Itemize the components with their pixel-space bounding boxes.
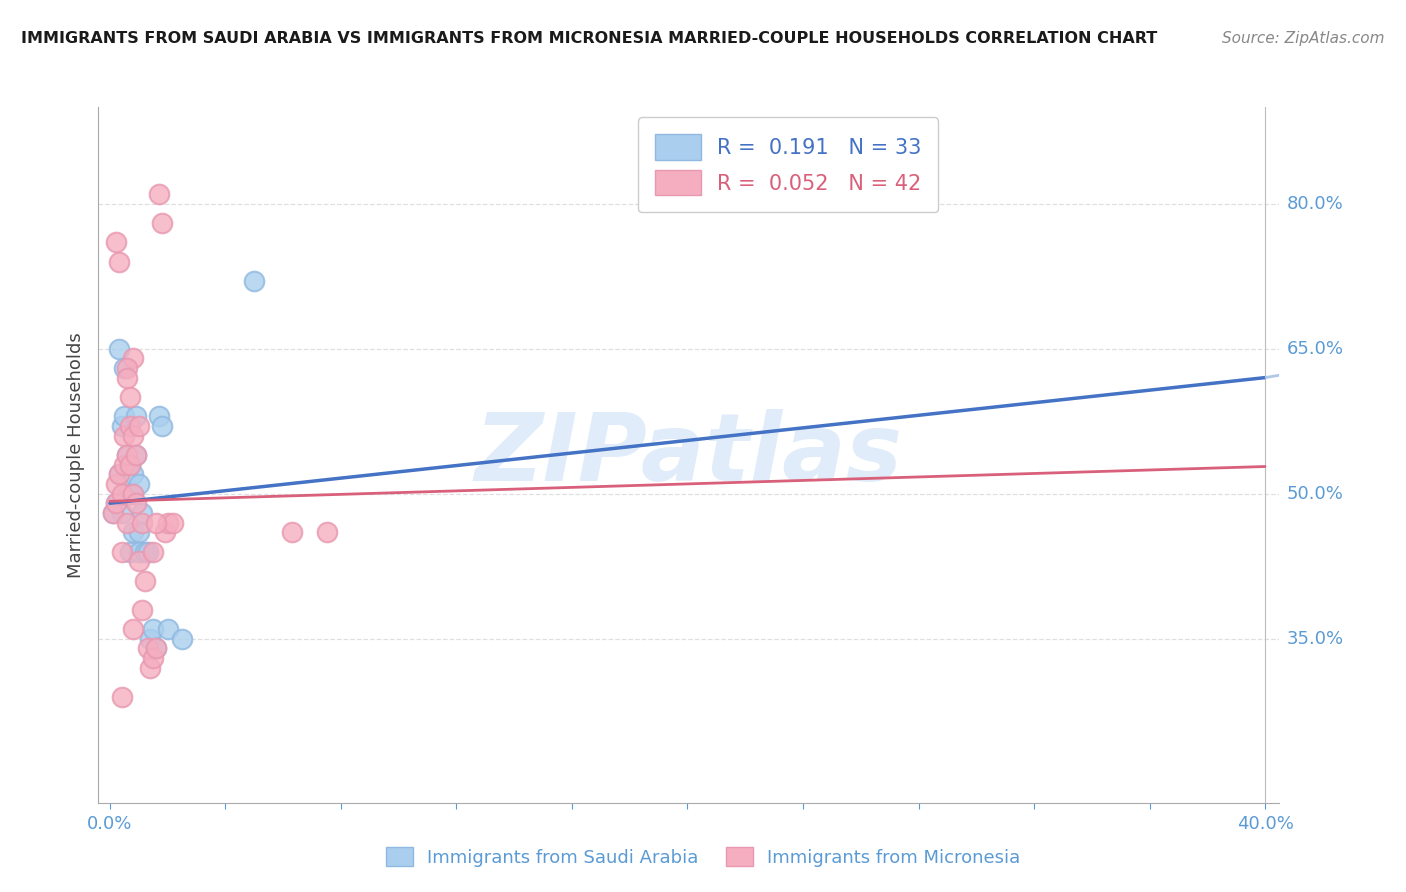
Point [128,824,150,838]
Point [104,476,127,491]
Point [142,651,165,665]
Point [107,467,129,482]
Text: ZIPatlas: ZIPatlas [475,409,903,501]
Point [128,525,150,540]
Point [128,476,150,491]
Point [122,525,145,540]
Point [101,506,124,520]
Point [125,448,148,462]
Point [120,419,142,434]
Point [128,419,150,434]
Point [104,496,127,510]
Point [156,622,179,636]
Point [122,486,145,500]
Point [122,351,145,366]
Point [122,486,145,500]
Point [122,428,145,442]
Point [134,544,156,558]
Point [110,690,132,704]
Point [117,448,139,462]
Point [117,516,139,530]
Point [131,602,153,616]
Point [125,496,148,510]
Point [150,216,173,230]
Point [162,516,184,530]
Point [142,622,165,636]
Point [125,409,148,424]
Text: 80.0%: 80.0% [1286,194,1343,212]
Text: Source: ZipAtlas.com: Source: ZipAtlas.com [1222,31,1385,46]
Point [107,254,129,268]
Y-axis label: Married-couple Households: Married-couple Households [66,332,84,578]
Point [243,274,266,288]
Point [110,544,132,558]
Point [112,361,135,376]
Point [112,458,135,472]
Point [145,641,167,656]
Text: 35.0%: 35.0% [1286,630,1344,648]
Point [104,235,127,250]
Point [110,506,132,520]
Point [148,409,170,424]
Point [142,544,165,558]
Point [104,496,127,510]
Point [110,486,132,500]
Point [315,525,337,540]
Point [120,544,142,558]
Point [136,641,159,656]
Legend: Immigrants from Saudi Arabia, Immigrants from Micronesia: Immigrants from Saudi Arabia, Immigrants… [378,840,1028,874]
Text: IMMIGRANTS FROM SAUDI ARABIA VS IMMIGRANTS FROM MICRONESIA MARRIED-COUPLE HOUSEH: IMMIGRANTS FROM SAUDI ARABIA VS IMMIGRAN… [21,31,1157,46]
Point [172,632,194,646]
Point [107,467,129,482]
Point [112,428,135,442]
Point [117,486,139,500]
Point [112,409,135,424]
Point [128,554,150,568]
Point [122,467,145,482]
Point [145,516,167,530]
Point [134,574,156,588]
Text: 65.0%: 65.0% [1286,340,1344,358]
Point [145,641,167,656]
Point [107,342,129,356]
Point [153,525,176,540]
Point [136,544,159,558]
Point [281,525,304,540]
Point [139,660,162,674]
Point [117,361,139,376]
Point [125,448,148,462]
Point [128,544,150,558]
Point [120,486,142,500]
Text: 50.0%: 50.0% [1286,484,1343,502]
Legend: R =  0.191   N = 33, R =  0.052   N = 42: R = 0.191 N = 33, R = 0.052 N = 42 [638,118,938,212]
Point [110,419,132,434]
Point [150,419,173,434]
Point [139,632,162,646]
Point [156,516,179,530]
Point [148,187,170,202]
Point [117,370,139,384]
Point [117,448,139,462]
Point [120,458,142,472]
Point [131,506,153,520]
Point [120,458,142,472]
Point [120,390,142,404]
Point [101,506,124,520]
Point [131,516,153,530]
Point [122,622,145,636]
